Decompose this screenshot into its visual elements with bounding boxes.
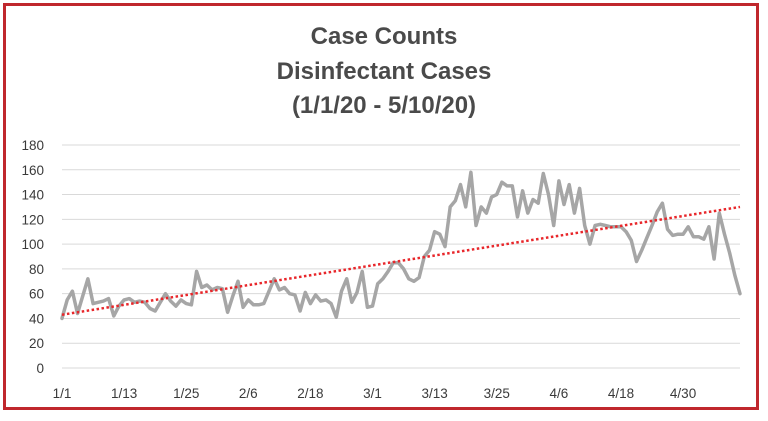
chart-title-line-3: (1/1/20 - 5/10/20) bbox=[291, 92, 477, 119]
y-tick-label: 60 bbox=[29, 287, 44, 302]
y-tick-label: 0 bbox=[36, 361, 44, 376]
x-tick-label: 1/13 bbox=[111, 386, 137, 401]
y-tick-label: 100 bbox=[21, 237, 44, 252]
trendline bbox=[61, 205, 741, 316]
y-tick-label: 160 bbox=[21, 163, 44, 178]
chart-frame bbox=[3, 3, 759, 410]
y-tick-label: 20 bbox=[29, 336, 44, 351]
y-tick-label: 80 bbox=[29, 262, 44, 277]
y-tick-label: 40 bbox=[29, 311, 44, 326]
x-tick-label: 4/30 bbox=[670, 386, 696, 401]
chart-title-line-1: Case Counts bbox=[310, 23, 458, 50]
x-tick-label: 1/1 bbox=[53, 386, 72, 401]
y-tick-label: 180 bbox=[21, 138, 44, 153]
x-tick-label: 4/18 bbox=[608, 386, 634, 401]
y-tick-label: 120 bbox=[21, 212, 44, 227]
x-tick-label: 3/13 bbox=[422, 386, 448, 401]
x-tick-label: 3/25 bbox=[484, 386, 510, 401]
series-line-case-count bbox=[60, 170, 742, 321]
x-tick-label: 2/18 bbox=[297, 386, 323, 401]
x-tick-label: 3/1 bbox=[363, 386, 382, 401]
x-tick-label: 2/6 bbox=[239, 386, 258, 401]
x-tick-label: 4/6 bbox=[549, 386, 568, 401]
chart-title-line-2: Disinfectant Cases bbox=[276, 58, 492, 85]
x-tick-label: 1/25 bbox=[173, 386, 199, 401]
y-tick-label: 140 bbox=[21, 188, 44, 203]
